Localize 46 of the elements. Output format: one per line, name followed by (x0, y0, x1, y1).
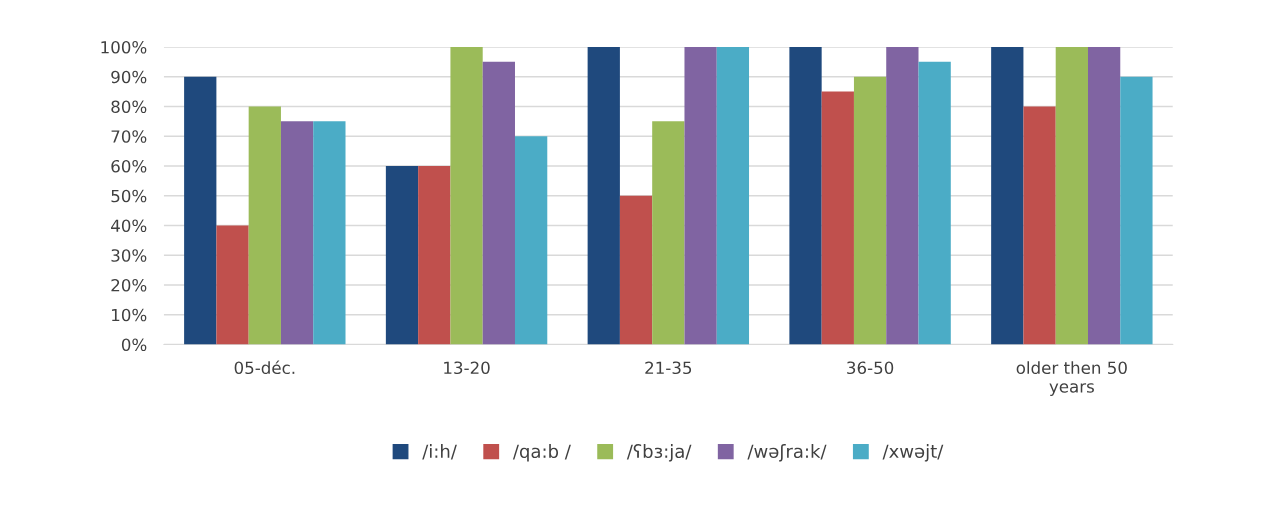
bar (385, 166, 419, 345)
y-tick-label: 100% (101, 40, 147, 54)
bar (450, 46, 483, 345)
x-tick-label: older then 50 years (1016, 361, 1127, 396)
legend-label: /i:h/ (422, 444, 457, 460)
x-tick-label: 13-20 (444, 361, 490, 375)
bar (652, 121, 685, 345)
bar (789, 46, 822, 345)
bar (482, 61, 515, 345)
legend-label: /wəʃra:k/ (747, 444, 827, 462)
bar (684, 46, 717, 345)
bar (418, 166, 451, 345)
bar (313, 121, 346, 345)
bar (216, 225, 249, 345)
bar (821, 91, 854, 345)
bar (587, 46, 620, 345)
bar (184, 76, 217, 345)
y-tick-label: 70% (111, 130, 147, 143)
y-tick-label: 40% (111, 219, 147, 233)
y-tick-label: 20% (111, 278, 147, 292)
bar (1120, 76, 1153, 345)
bar (1087, 46, 1121, 345)
y-tick-label: 80% (111, 100, 147, 114)
legend-label: /ʕbɜ:ja/ (626, 444, 692, 462)
y-tick-label: 90% (111, 70, 147, 84)
bar (619, 195, 653, 345)
bar (886, 46, 919, 345)
bar (918, 61, 951, 345)
bar (991, 46, 1024, 345)
legend-label: /qa:b / (512, 444, 571, 462)
x-tick-label: 05-déc. (234, 360, 295, 375)
x-tick-label: 36-50 (847, 361, 894, 375)
y-tick-label: 10% (112, 308, 147, 322)
bar (514, 136, 548, 345)
legend-label: /xwəjt/ (882, 444, 944, 462)
y-tick-label: 50% (111, 189, 147, 203)
bar (716, 46, 750, 345)
bar (248, 106, 281, 345)
y-tick-label: 0% (121, 338, 147, 352)
bar (853, 76, 887, 345)
bar (1023, 106, 1056, 345)
y-tick-label: 30% (111, 249, 147, 262)
bar (1055, 46, 1088, 345)
bar (280, 121, 314, 345)
x-tick-label: 21-35 (645, 361, 692, 375)
y-tick-label: 60% (111, 159, 147, 173)
